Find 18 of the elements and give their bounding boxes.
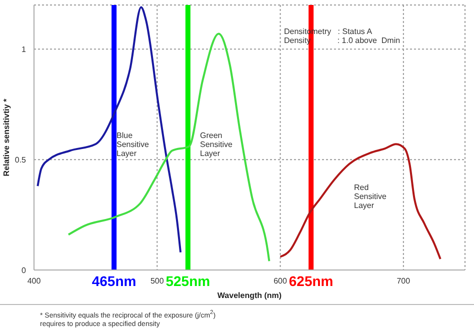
- x-tick-label: 700: [396, 276, 411, 286]
- ref-line-label: 465nm: [92, 273, 136, 289]
- annotation: Red Sensitive Layer: [354, 183, 388, 210]
- x-axis-title: Wavelength (nm): [217, 291, 282, 300]
- ref-line-label: 625nm: [288, 273, 334, 289]
- y-tick-label: 1: [22, 45, 27, 54]
- ref-line-label: 525nm: [166, 273, 210, 289]
- line-series: [36, 6, 182, 254]
- y-tick-label: 0.5: [14, 155, 27, 164]
- x-tick-label: 500: [150, 276, 164, 286]
- y-axis-title: Relative sensitivtiy *: [2, 98, 11, 176]
- x-tick-label: 400: [27, 276, 42, 286]
- line-series: [67, 32, 270, 262]
- annotation: Blue Sensitive Layer: [116, 130, 150, 158]
- y-tick-label: 0: [22, 266, 27, 275]
- x-tick-label: 600: [274, 276, 288, 286]
- annotation: Green Sensitive Layer: [200, 131, 234, 158]
- line-series: [279, 143, 442, 260]
